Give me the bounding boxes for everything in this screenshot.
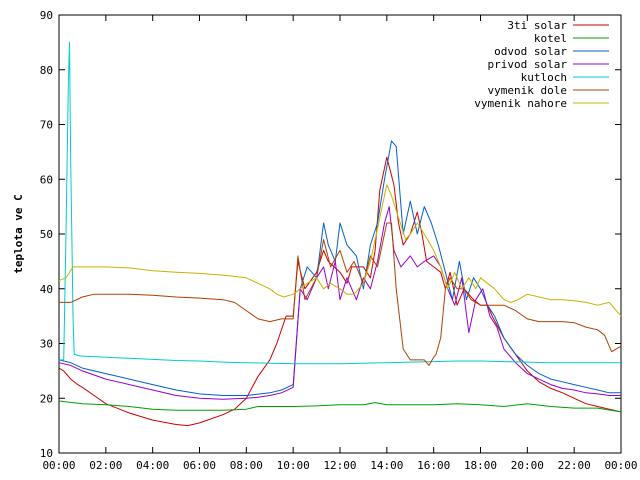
x-tick-label: 18:00 (464, 459, 497, 472)
x-tick-label: 06:00 (183, 459, 216, 472)
series-line-vymenik-dole (59, 222, 622, 366)
legend-label: vymenik dole (488, 84, 567, 97)
y-tick-label: 30 (40, 338, 53, 351)
x-tick-label: 00:00 (42, 459, 75, 472)
x-tick-label: 12:00 (323, 459, 356, 472)
y-tick-label: 60 (40, 173, 53, 186)
x-tick-label: 16:00 (417, 459, 450, 472)
x-tick-label: 00:00 (604, 459, 637, 472)
x-tick-label: 14:00 (370, 459, 403, 472)
y-tick-label: 90 (40, 9, 53, 22)
legend-label: kotel (534, 32, 567, 45)
y-tick-label: 10 (40, 447, 53, 460)
legend-label: vymenik nahore (474, 97, 567, 110)
series-line-kotel (58, 400, 622, 413)
series-line-privod-solar (58, 206, 621, 400)
y-tick-label: 70 (40, 119, 53, 132)
x-axis: 00:00 02:00 04:00 06:00 08:00 10:00 12:00 14:00… (42, 15, 638, 472)
y-axis: 10 20 30 40 50 60 70 80 90 (40, 9, 621, 460)
series-group (58, 41, 622, 427)
x-tick-label: 20:00 (511, 459, 544, 472)
series-line-vymenik-nahore (58, 184, 622, 317)
legend-label: 3ti solar (507, 19, 567, 32)
y-tick-label: 50 (40, 228, 53, 241)
y-tick-label: 80 (40, 64, 53, 77)
x-tick-label: 22:00 (558, 459, 591, 472)
x-tick-label: 10:00 (277, 459, 310, 472)
x-tick-label: 04:00 (136, 459, 169, 472)
series-line-odvod-solar (58, 140, 621, 396)
series-line-3ti-solar (58, 156, 622, 427)
series-line-kutloch (59, 41, 621, 365)
x-tick-label: 08:00 (230, 459, 263, 472)
y-tick-label: 20 (40, 392, 53, 405)
y-axis-label: teplota ve C (12, 194, 25, 273)
legend-label: odvod solar (494, 45, 567, 58)
legend-label: kutloch (521, 71, 567, 84)
legend-label: privod solar (488, 58, 568, 71)
y-tick-label: 40 (40, 283, 53, 296)
x-tick-label: 02:00 (89, 459, 122, 472)
